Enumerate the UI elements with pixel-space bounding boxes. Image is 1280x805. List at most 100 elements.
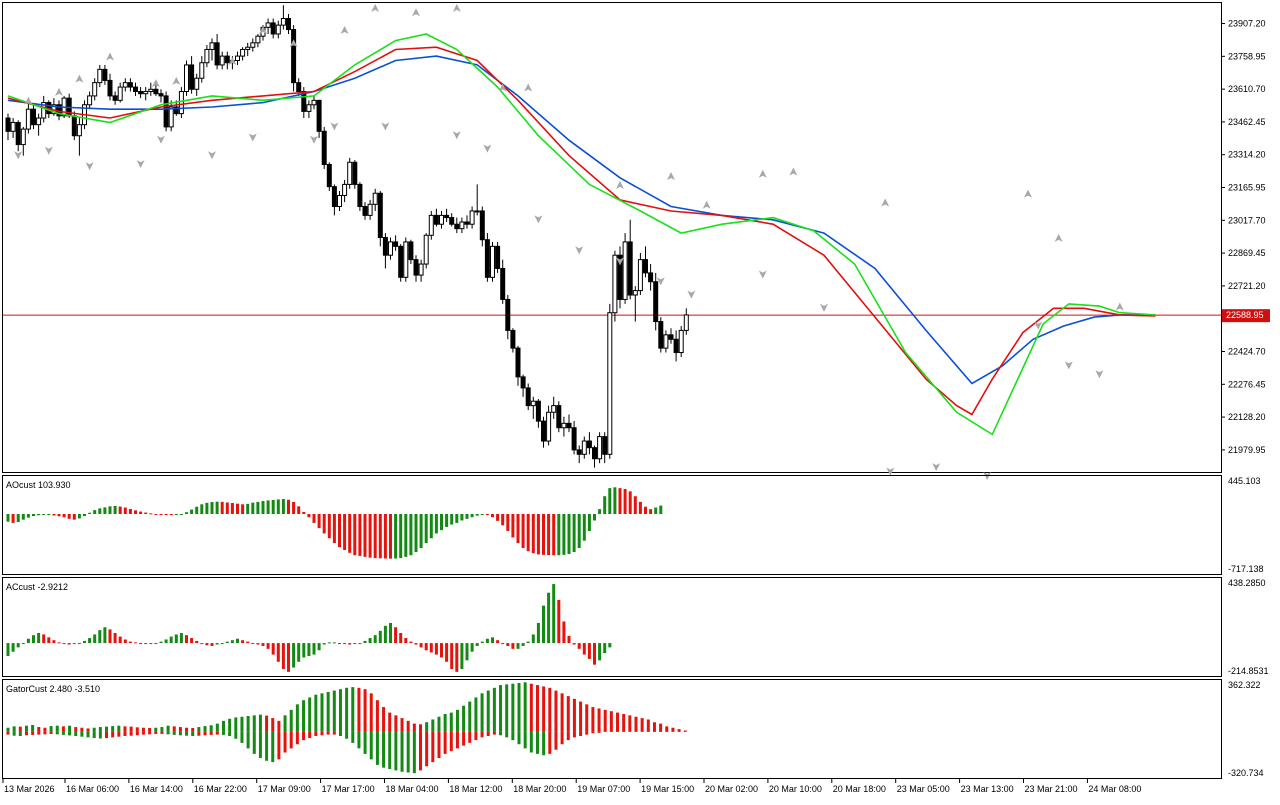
gator-lower-bar — [18, 731, 22, 736]
ao-bar — [11, 513, 15, 523]
gator-lower-bar — [295, 731, 299, 745]
fractal-down-icon — [575, 246, 584, 255]
bull-candle-body — [311, 99, 317, 106]
bear-candle-body — [541, 420, 546, 442]
gator-upper-bar — [135, 727, 139, 732]
ac-indicator-pane[interactable]: ACcust -2.9212 438.2850 -214.8531 — [2, 577, 1269, 677]
ac-bar — [399, 633, 403, 644]
bear-candle-body — [444, 214, 450, 219]
gator-lower-bar — [560, 731, 564, 745]
bear-candle-body — [224, 55, 230, 64]
ac-bar — [225, 641, 229, 644]
gator-lower-bar — [92, 731, 96, 739]
ac-bar — [251, 643, 255, 645]
gator-lower-bar — [338, 731, 342, 736]
bull-candle-body — [178, 90, 184, 115]
ao-indicator-pane[interactable]: AOcust 103.930 445.103 -717.138 — [2, 475, 1264, 575]
bull-candle-body — [87, 95, 93, 106]
bull-candle-body — [143, 90, 149, 95]
bull-candle-body — [235, 55, 240, 62]
gator-lower-bar — [591, 731, 595, 734]
ac-bar — [343, 643, 347, 645]
ao-bar — [649, 509, 653, 514]
gator-upper-bar — [228, 718, 232, 732]
fractal-up-icon — [1115, 302, 1124, 311]
gator-upper-bar — [252, 715, 256, 732]
ac-bar — [281, 643, 285, 669]
gator-upper-bar — [178, 727, 182, 732]
fractal-up-icon — [371, 3, 380, 12]
time-tick-label: 13 Mar 2026 — [4, 784, 55, 794]
bear-candle-body — [602, 436, 608, 455]
ac-bar — [475, 643, 479, 646]
ao-axis-min: -717.138 — [1228, 564, 1264, 574]
bear-candle-body — [505, 298, 511, 331]
gator-upper-bar — [622, 713, 626, 732]
ao-bar — [236, 503, 239, 514]
ac-bar — [266, 643, 270, 649]
ao-bar — [271, 499, 275, 514]
ac-bar — [317, 643, 321, 651]
bear-candle-body — [214, 42, 220, 66]
ac-bar — [256, 643, 260, 645]
bear-candle-body — [586, 440, 592, 449]
price-tick-label: 22869.45 — [1228, 248, 1266, 258]
fractal-up-icon — [151, 79, 160, 88]
ao-bar — [460, 513, 464, 521]
ao-bar — [174, 513, 178, 515]
price-tick-label: 22276.45 — [1228, 379, 1266, 389]
time-tick-label: 19 Mar 07:00 — [577, 784, 630, 794]
ac-bar — [496, 640, 500, 644]
ao-bar — [475, 513, 479, 516]
ac-bar — [394, 627, 398, 644]
ac-bar — [47, 637, 51, 644]
ac-bar — [516, 643, 520, 649]
gator-upper-bar — [400, 718, 404, 732]
gator-upper-bar — [105, 726, 109, 732]
bear-candle-body — [510, 329, 516, 349]
price-tick-label: 23610.70 — [1228, 84, 1266, 94]
gator-lower-bar — [209, 731, 213, 735]
gator-upper-bar — [357, 687, 361, 732]
bear-candle-body — [286, 17, 291, 31]
ao-bar — [230, 502, 234, 514]
ao-bar — [98, 508, 102, 514]
price-tick-label: 23314.20 — [1228, 150, 1266, 160]
ac-bar — [52, 640, 56, 644]
gator-lower-bar — [455, 731, 459, 749]
gator-upper-bar — [172, 726, 176, 732]
gator-lower-bar — [529, 731, 533, 753]
ao-bar — [547, 513, 551, 556]
ac-bar — [434, 643, 438, 655]
bull-candle-body — [265, 22, 271, 28]
ao-bar — [659, 505, 663, 514]
gator-indicator-pane[interactable]: GatorCust 2.480 -3.510 362.322 -320.734 — [2, 679, 1264, 779]
fractal-down-icon — [44, 146, 53, 155]
gator-lower-bar — [369, 731, 373, 760]
bull-candle-body — [388, 241, 393, 256]
gator-lower-bar — [579, 731, 583, 736]
bear-candle-body — [648, 272, 654, 283]
gator-lower-bar — [314, 731, 318, 736]
bull-candle-body — [423, 234, 429, 265]
fractal-down-icon — [1034, 321, 1043, 330]
gator-upper-bar — [18, 726, 22, 732]
ac-bar — [16, 643, 20, 648]
ao-bar — [113, 505, 117, 514]
bull-candle-body — [663, 334, 669, 349]
ac-bar — [572, 643, 576, 645]
bull-candle-body — [367, 203, 373, 216]
gator-upper-bar — [388, 712, 392, 732]
fractal-markers — [14, 3, 1124, 480]
price-chart-pane[interactable]: 23907.20 23758.95 23610.70 23462.45 23314.20… — [2, 2, 1271, 481]
ac-bar — [327, 642, 331, 644]
bear-candle-body — [107, 79, 113, 97]
gator-indicator-label: GatorCust 2.480 -3.510 — [6, 684, 100, 694]
gator-upper-bar — [283, 715, 287, 732]
gator-upper-bar — [572, 698, 576, 732]
bear-candle-body — [627, 241, 633, 296]
gator-lower-bar — [412, 731, 416, 774]
ao-bar — [613, 487, 617, 514]
